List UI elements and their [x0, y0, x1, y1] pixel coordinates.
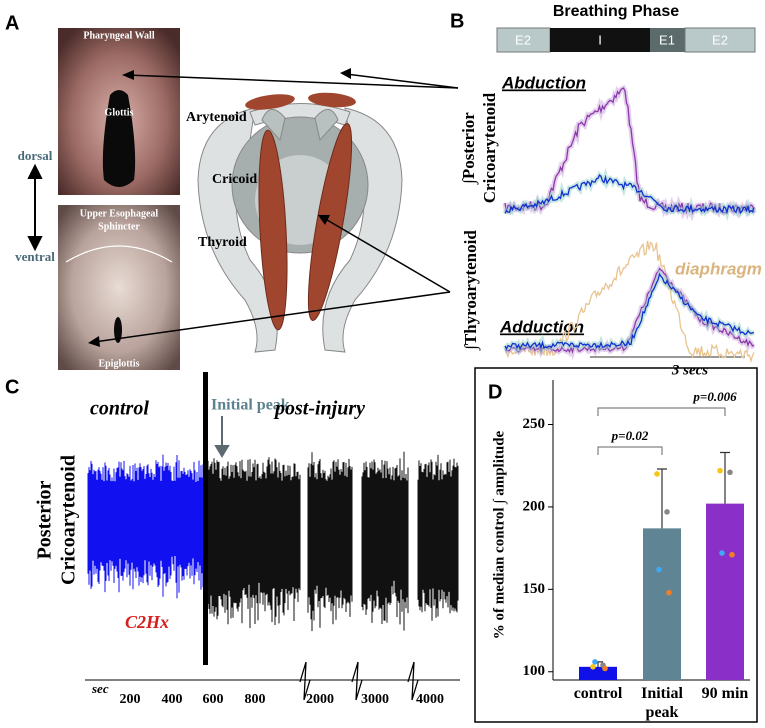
significance-label: p=0.006	[692, 389, 737, 404]
label: Cricoarytenoid	[58, 455, 80, 585]
x-tick-label: 200	[120, 692, 141, 707]
data-point	[717, 467, 723, 474]
bar	[706, 503, 744, 680]
significance-label: p=0.02	[611, 428, 649, 443]
x-tick-label: control	[573, 685, 623, 702]
data-point	[654, 471, 660, 477]
data-point	[590, 664, 596, 670]
label: Arytenoid	[186, 110, 247, 125]
significance-bracket	[597, 446, 663, 455]
peak-arrow	[214, 416, 230, 458]
label: diaphragm	[675, 259, 762, 278]
error-bar	[657, 468, 667, 529]
label: C2Hx	[125, 612, 169, 632]
phase-label: E2	[515, 32, 531, 47]
panel-letter: D	[488, 381, 502, 403]
arrow-heads	[88, 68, 351, 347]
label: ∫Posterior	[459, 112, 479, 185]
data-point	[592, 659, 598, 665]
label: dorsal	[18, 148, 53, 163]
trace	[504, 174, 755, 215]
label: ∫Thyroarytenoid	[461, 230, 481, 351]
x-tick-label: Initial peak	[641, 685, 683, 721]
data-point	[664, 509, 670, 515]
label: Glottis	[105, 107, 134, 118]
larynx-drawing	[197, 92, 403, 353]
panel-letter: C	[5, 376, 19, 398]
scale-label: 3 secs	[671, 362, 708, 378]
label: Cricoid	[212, 172, 257, 187]
trace	[504, 272, 755, 351]
emg-burst	[87, 454, 204, 599]
label: Abduction	[501, 73, 586, 92]
y-axis-label: % of median control ∫ amplitude	[491, 430, 507, 639]
x-tick-label: 800	[245, 692, 266, 707]
emg-burst	[417, 454, 459, 621]
phase-block	[496, 27, 551, 53]
data-point	[729, 551, 735, 558]
label: control	[90, 398, 149, 420]
label: ventral	[15, 249, 55, 264]
ues-opening	[114, 317, 122, 343]
phase-block	[650, 28, 685, 52]
x-tick-label: 600	[203, 692, 224, 707]
panel-letter: B	[450, 10, 464, 32]
data-point	[719, 550, 725, 556]
emg-burst	[361, 451, 409, 631]
emg-burst	[307, 452, 353, 632]
injury-marker	[203, 372, 208, 665]
emg-trace	[87, 451, 459, 632]
emg-burst	[207, 457, 301, 629]
panel-frame	[474, 367, 758, 723]
phase-label: I	[598, 32, 602, 47]
glottis-shape	[102, 90, 136, 187]
label: Cricoarytenoid	[480, 92, 499, 203]
trace-shade	[502, 84, 757, 222]
error-bar	[720, 451, 730, 504]
x-tick-label: 2000	[306, 692, 334, 707]
bar	[579, 666, 617, 680]
label: Thyroid	[198, 235, 247, 250]
pointer-lines	[93, 73, 459, 343]
phase-label: E1	[659, 32, 675, 47]
label: Posterior	[34, 480, 56, 559]
panel-letter: A	[5, 12, 19, 34]
bar	[643, 528, 681, 680]
y-tick-label: 250	[523, 416, 546, 432]
y-tick-label: 150	[523, 581, 546, 597]
data-point	[602, 665, 608, 672]
label: Adduction	[499, 317, 584, 336]
x-tick-label: 90 min	[701, 685, 749, 702]
y-tick-label: 200	[523, 498, 546, 514]
trace	[504, 240, 755, 364]
data-point	[727, 469, 733, 476]
phase-title: Breathing Phase	[553, 3, 679, 20]
phase-block	[550, 28, 650, 52]
significance-bracket	[597, 407, 726, 416]
label: Upper Esophageal	[80, 208, 159, 219]
label: Pharyngeal Wall	[83, 30, 154, 41]
data-point	[666, 589, 672, 596]
y-tick-label: 100	[523, 663, 546, 679]
x-unit: sec	[91, 681, 109, 696]
phase-block	[684, 27, 756, 53]
axis-breaks	[299, 661, 419, 701]
label: Epiglottis	[98, 358, 139, 369]
sphincter-arc	[65, 245, 173, 263]
data-point	[656, 566, 662, 573]
label: Initial peak	[211, 397, 290, 414]
phase-label: E2	[712, 32, 728, 47]
orientation-arrow	[27, 163, 43, 252]
label: Sphincter	[98, 221, 140, 232]
label: post-injury	[273, 398, 365, 420]
x-tick-label: 400	[162, 692, 183, 707]
x-tick-label: 3000	[361, 692, 389, 707]
x-tick-label: 4000	[416, 692, 444, 707]
